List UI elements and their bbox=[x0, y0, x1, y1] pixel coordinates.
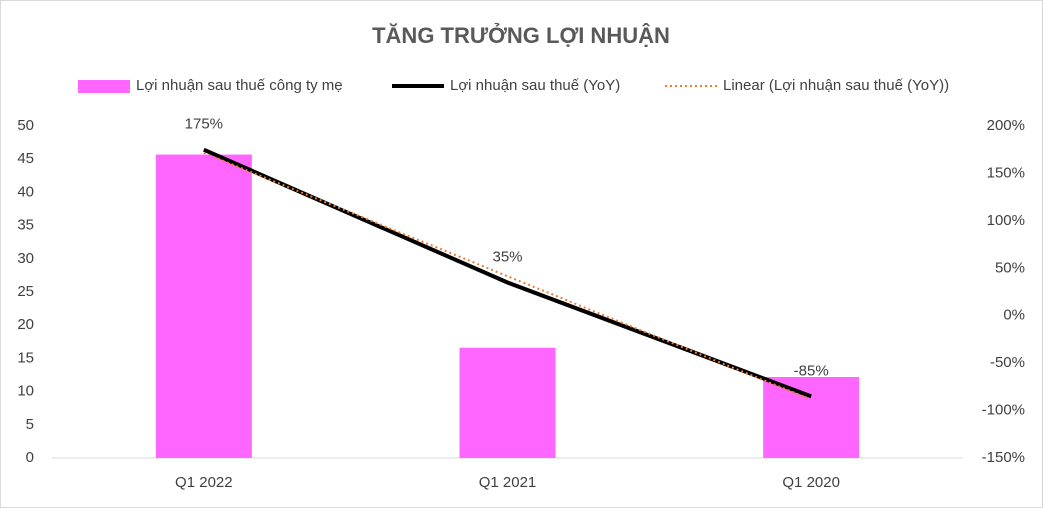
y2-tick-label: -50% bbox=[990, 354, 1025, 371]
bar bbox=[763, 376, 860, 458]
data-label: 175% bbox=[185, 116, 223, 133]
trend-line bbox=[203, 151, 812, 401]
legend-label: Lợi nhuận sau thuế (YoY) bbox=[450, 77, 620, 94]
legend-swatch bbox=[78, 80, 130, 93]
y-tick-label: 45 bbox=[17, 150, 34, 167]
y2-tick-label: 50% bbox=[995, 259, 1025, 276]
y-tick-label: 20 bbox=[17, 316, 34, 333]
bar bbox=[459, 347, 556, 458]
x-tick-label: Q1 2022 bbox=[175, 474, 233, 491]
y-tick-label: 50 bbox=[17, 117, 34, 134]
y2-tick-label: 200% bbox=[987, 117, 1025, 134]
bar bbox=[155, 154, 252, 458]
y-tick-label: 35 bbox=[17, 217, 34, 234]
chart-title: TĂNG TRƯỞNG LỢI NHUẬN bbox=[372, 23, 670, 48]
y2-tick-label: 150% bbox=[987, 164, 1025, 181]
x-tick-label: Q1 2020 bbox=[782, 474, 840, 491]
y-tick-label: 25 bbox=[17, 283, 34, 300]
data-label: 35% bbox=[492, 248, 522, 265]
y2-tick-label: -150% bbox=[982, 449, 1025, 466]
legend-label: Lợi nhuận sau thuế công ty mẹ bbox=[136, 77, 343, 94]
y-tick-label: 5 bbox=[26, 416, 34, 433]
y2-tick-label: -100% bbox=[982, 402, 1025, 419]
y-tick-label: 40 bbox=[17, 183, 34, 200]
data-label: -85% bbox=[794, 362, 829, 379]
y-tick-label: 10 bbox=[17, 383, 34, 400]
x-tick-label: Q1 2021 bbox=[479, 474, 537, 491]
y-tick-label: 30 bbox=[17, 250, 34, 267]
y-tick-label: 0 bbox=[26, 449, 34, 466]
legend-label: Linear (Lợi nhuận sau thuế (YoY)) bbox=[723, 77, 949, 94]
y2-tick-label: 100% bbox=[987, 212, 1025, 229]
y2-tick-label: 0% bbox=[1003, 307, 1025, 324]
y-tick-label: 15 bbox=[17, 349, 34, 366]
